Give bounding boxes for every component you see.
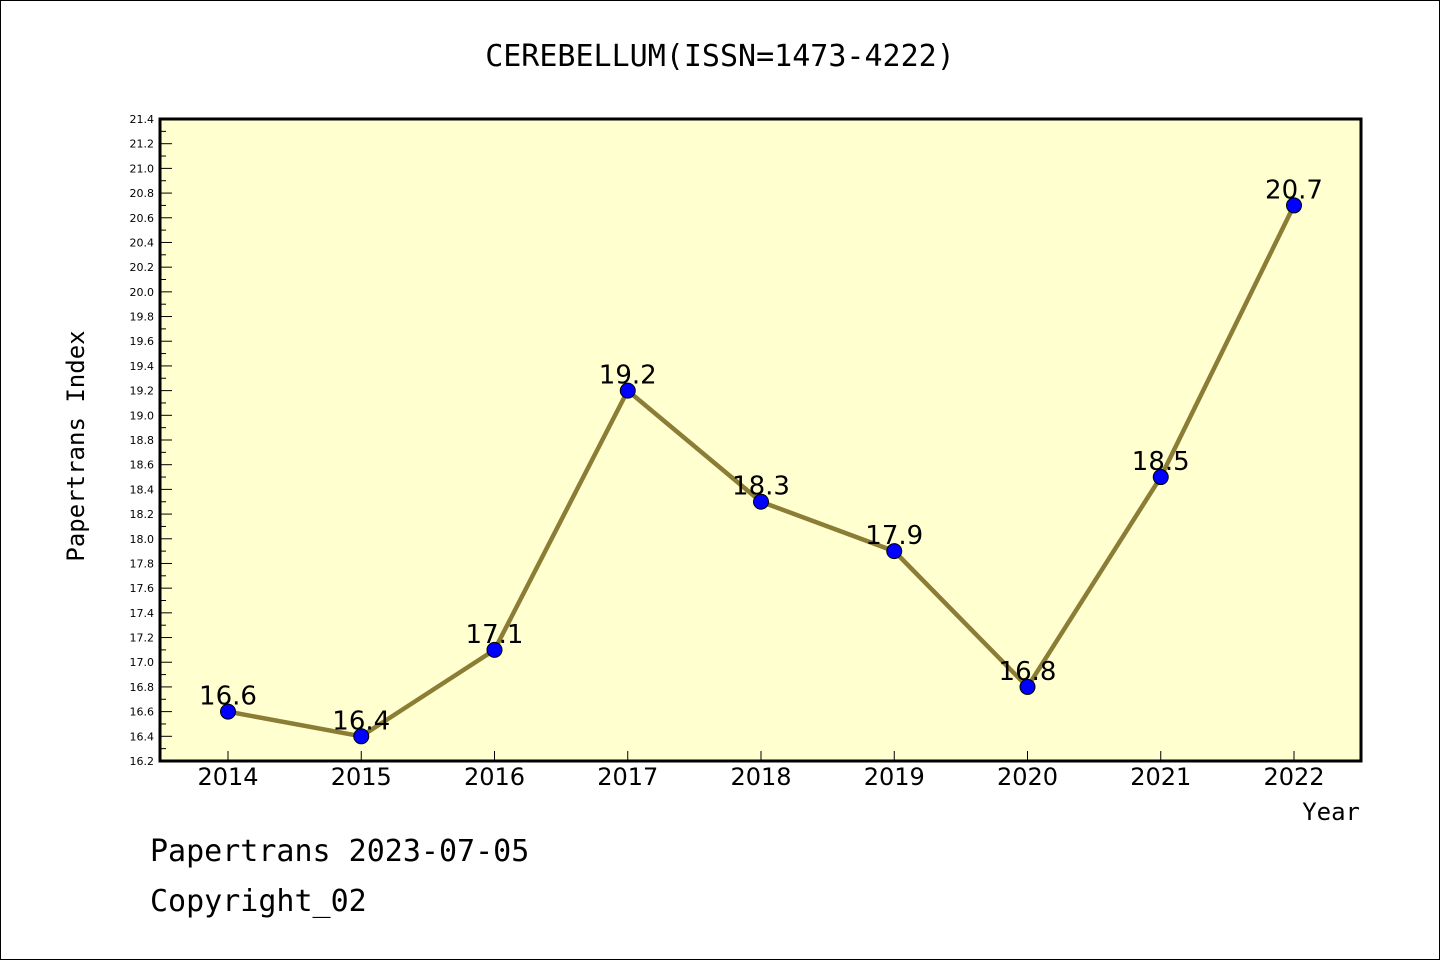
x-tick-label: 2022 [1263,763,1324,791]
y-tick-label: 20.4 [130,236,155,249]
y-tick-label: 19.4 [130,360,155,373]
y-tick-label: 17.8 [130,557,155,570]
data-point [1152,469,1169,486]
data-point [1286,197,1302,214]
series-markers [220,197,1302,745]
y-tick-label: 21.0 [130,162,155,175]
y-tick-label: 21.4 [130,113,155,126]
y-tick-label: 17.0 [130,656,155,669]
x-tick-label: 2016 [464,763,525,791]
y-tick-label: 18.4 [130,483,155,496]
y-tick-label: 19.6 [130,335,155,348]
y-tick-label: 18.6 [130,459,155,472]
y-tick-label: 20.2 [130,261,155,274]
chart-title: CEREBELLUM(ISSN=1473-4222) [485,39,955,74]
y-tick-label: 18.8 [130,434,155,447]
footer-date: Papertrans 2023-07-05 [150,834,530,869]
x-axis-label: Year [1302,798,1360,826]
plot-area [160,119,1361,761]
y-tick-label: 20.8 [130,187,155,200]
y-tick-label: 19.8 [130,311,155,324]
x-tick-label: 2017 [597,763,658,791]
data-point [753,493,769,510]
x-tick-label: 2019 [864,763,925,791]
data-label: 18.5 [1132,447,1190,477]
x-tick-label: 2020 [997,763,1058,791]
y-tick-label: 16.8 [130,681,155,694]
x-tick-label: 2021 [1130,763,1191,791]
x-tick-label: 2015 [331,763,392,791]
x-tick-label: 2018 [730,763,791,791]
data-label: 20.7 [1265,175,1323,205]
data-point [886,543,903,560]
data-label: 17.1 [466,620,524,650]
y-tick-label: 19.2 [130,385,155,398]
y-tick-label: 21.2 [130,138,155,151]
data-label: 18.3 [732,472,790,502]
data-point [220,703,236,720]
y-tick-label: 17.2 [130,632,155,645]
data-label: 17.9 [865,521,923,551]
footer-copyright: Copyright_02 [150,884,367,919]
data-point [353,728,370,745]
data-labels: 16.6 16.4 17.1 19.2 18.3 17.9 16.8 18.5 20.7 [199,175,1323,736]
data-label: 16.6 [199,682,257,712]
y-tick-label: 18.0 [130,533,155,546]
y-tick-label: 16.6 [130,706,155,719]
data-label: 16.8 [999,657,1057,687]
y-axis-label: Papertrans Index [62,330,90,561]
y-tick-label: 20.6 [130,212,155,225]
y-tick-label: 20.0 [130,286,155,299]
x-tick-label: 2014 [197,763,258,791]
y-tick-label: 19.0 [130,409,155,422]
y-tick-label: 18.2 [130,508,155,521]
x-axis-ticks: 2014 2015 2016 2017 2018 2019 2020 2021 2022 [197,751,1325,791]
y-tick-label: 17.6 [130,582,155,595]
data-point [1019,678,1036,695]
data-point [619,382,636,399]
plot-border [158,117,1363,763]
y-axis-ticks: 16.2 16.4 16.6 16.8 17.0 17.2 17.4 17.6 17.8 18.0… [130,113,172,768]
y-tick-label: 16.4 [130,730,155,743]
data-label: 19.2 [599,361,657,391]
data-label: 16.4 [332,706,390,736]
y-tick-label: 16.2 [130,755,155,768]
data-point [486,641,503,658]
y-tick-label: 17.4 [130,607,155,620]
